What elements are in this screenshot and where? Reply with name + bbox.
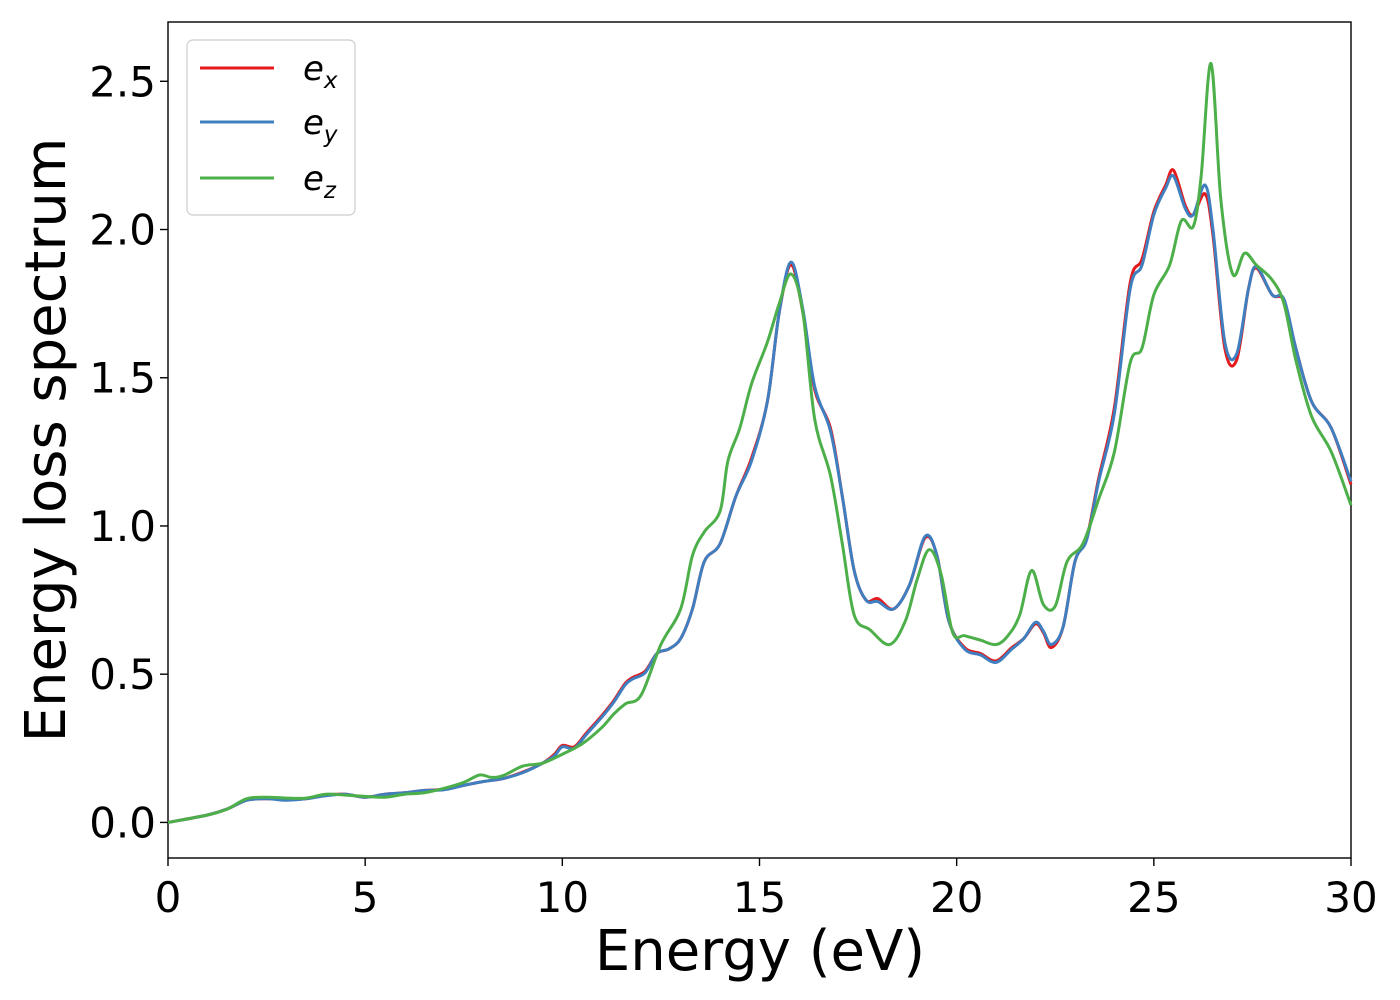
x-axis-title: Energy (eV) — [595, 919, 925, 984]
y-tick-label: 1.5 — [89, 354, 156, 403]
legend-box — [186, 39, 356, 216]
y-tick-label: 1.0 — [89, 502, 156, 551]
series-line-ez — [167, 61, 1353, 824]
y-tick-label: 2.5 — [89, 57, 156, 106]
y-tick-label: 0.0 — [89, 798, 156, 847]
y-tick-label: 2.0 — [89, 206, 156, 255]
x-tick-label: 5 — [352, 873, 379, 922]
x-tick-label: 30 — [1324, 873, 1377, 922]
x-tick-label: 0 — [155, 873, 182, 922]
x-tick-label: 10 — [536, 873, 589, 922]
y-axis: 0.0 0.5 1.0 1.5 2.0 2.5 — [89, 57, 168, 847]
y-tick-label: 0.5 — [89, 650, 156, 699]
series-group — [167, 61, 1353, 824]
series-line-ey — [167, 173, 1353, 824]
x-tick-label: 25 — [1127, 873, 1180, 922]
x-tick-label: 15 — [733, 873, 786, 922]
x-tick-label: 20 — [930, 873, 983, 922]
y-axis-title: Energy loss spectrum — [14, 138, 79, 743]
x-axis: 0 5 10 15 20 25 30 — [155, 858, 1378, 922]
